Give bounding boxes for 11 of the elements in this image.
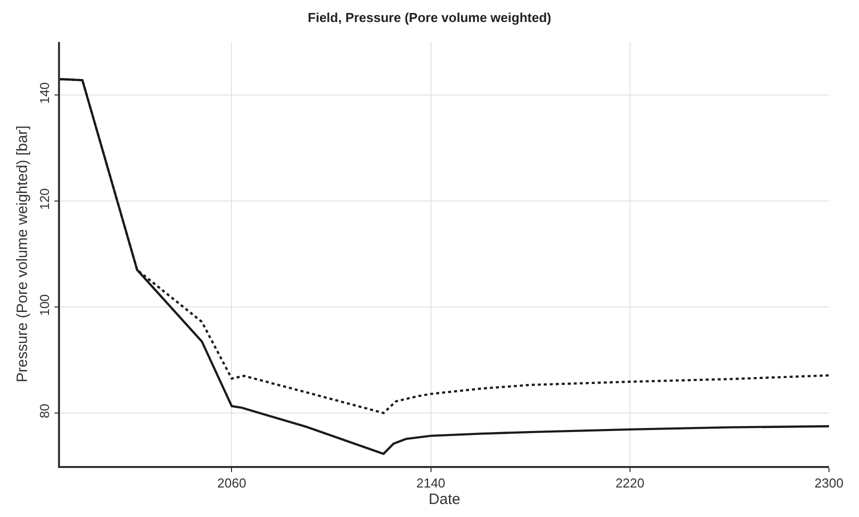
x-tick-label: 2060 (217, 475, 246, 490)
y-axis-title: Pressure (Pore volume weighted) [bar] (14, 126, 31, 382)
chart-title: Field, Pressure (Pore volume weighted) (308, 10, 552, 26)
y-tick-label: 140 (37, 82, 52, 104)
x-tick-label: 2220 (615, 475, 644, 490)
x-tick-label: 2140 (416, 475, 446, 490)
y-tick-label: 80 (37, 404, 52, 418)
y-tick-label: 100 (37, 294, 52, 316)
x-axis-title: Date (428, 490, 460, 508)
x-tick-label: 2300 (814, 475, 844, 490)
y-tick-label: 120 (37, 188, 52, 210)
